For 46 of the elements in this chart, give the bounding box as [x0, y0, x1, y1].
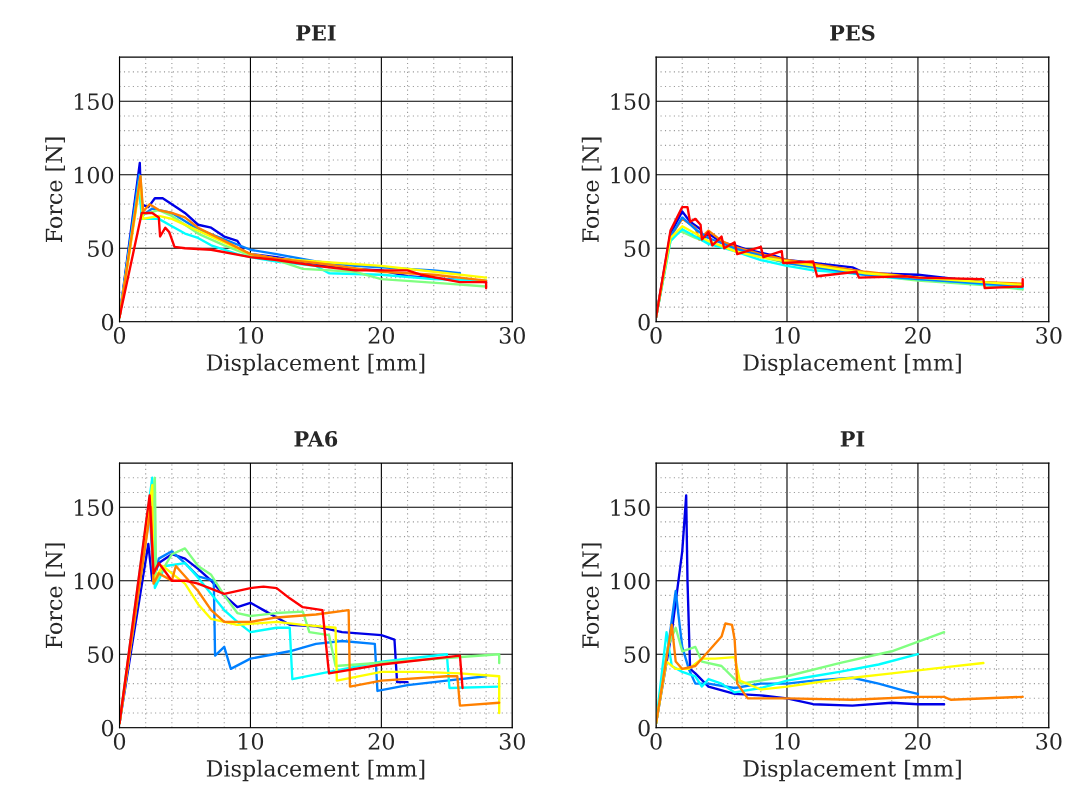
y-tick-label: 150 — [74, 499, 114, 516]
y-tick-label: 50 — [88, 240, 114, 258]
y-tick-label: 50 — [88, 646, 114, 663]
y-tick-label: 0 — [638, 719, 650, 737]
x-axis-title: Displacement [mm] — [206, 353, 425, 376]
x-tick-label: 0 — [113, 327, 126, 344]
chart-title: PES — [830, 25, 875, 41]
chart-title: PEI — [296, 25, 336, 41]
y-axis-title: Force [N] — [581, 543, 602, 648]
y-tick-label: 100 — [74, 166, 114, 184]
y-tick-label: 100 — [611, 166, 650, 184]
x-tick-label: 20 — [905, 732, 931, 750]
x-tick-label: 30 — [499, 732, 525, 750]
line-series — [119, 211, 488, 319]
y-tick-label: 100 — [611, 572, 650, 590]
x-tick-label: 30 — [1036, 732, 1062, 750]
x-tick-label: 10 — [239, 327, 264, 344]
x-axis-title: Displacement [mm] — [743, 353, 961, 376]
y-tick-label: 150 — [611, 499, 650, 516]
y-tick-label: 100 — [74, 572, 114, 590]
y-axis-title: Force [N] — [45, 137, 65, 243]
x-tick-label: 10 — [239, 732, 264, 750]
x-tick-label: 20 — [368, 327, 395, 344]
x-tick-label: 0 — [113, 732, 126, 750]
y-tick-label: 50 — [624, 646, 650, 663]
y-tick-label: 150 — [611, 93, 650, 111]
x-tick-label: 30 — [499, 327, 525, 344]
y-tick-label: 0 — [101, 313, 114, 331]
x-tick-label: 10 — [775, 327, 800, 344]
x-tick-label: 0 — [650, 732, 662, 750]
x-tick-label: 20 — [368, 732, 395, 750]
x-axis-title: Displacement [mm] — [206, 759, 425, 782]
x-tick-label: 30 — [1036, 327, 1062, 344]
chart-title: PA6 — [294, 430, 338, 447]
line-series — [656, 622, 1024, 725]
y-axis-title: Force [N] — [45, 543, 65, 648]
y-tick-label: 0 — [638, 313, 650, 331]
x-tick-label: 10 — [775, 732, 800, 750]
y-axis-title: Force [N] — [581, 137, 602, 243]
y-tick-label: 150 — [74, 93, 114, 111]
x-tick-label: 0 — [650, 327, 662, 344]
y-tick-label: 0 — [101, 719, 114, 737]
chart-title: PI — [840, 431, 865, 447]
x-tick-label: 20 — [905, 327, 931, 344]
y-tick-label: 50 — [624, 240, 650, 258]
x-axis-title: Displacement [mm] — [743, 759, 961, 782]
